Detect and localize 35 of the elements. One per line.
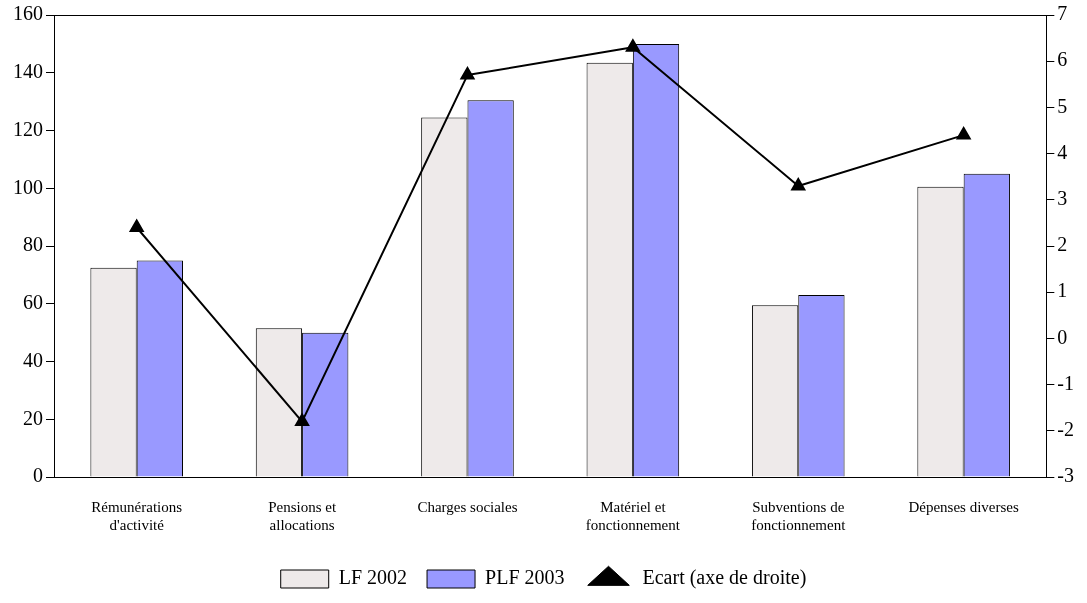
x-tick-label: Matériel et fonctionnement [585,498,681,533]
point [460,67,475,80]
point [129,219,144,233]
legend-label: LF 2002 [338,566,408,589]
y-tick-label: 60 [23,291,43,313]
x-tick-label: Rémunérations d'activité [91,498,183,533]
y-tick-label: 140 [13,60,43,82]
y-tick-label: 40 [23,348,43,371]
y2-tick-label: -3 [1057,464,1075,487]
point [625,39,640,52]
y2-tick-label: 1 [1057,279,1068,302]
y2-tick-label: 4 [1057,140,1068,163]
y2-tick-label: -1 [1057,371,1075,394]
y2-tick-label: -2 [1057,418,1075,441]
x-tick-label: Pensions et allocations [268,498,337,533]
y-tick-label: 160 [13,2,43,25]
y2-tick-label: 0 [1057,325,1068,348]
y2-tick-label: 2 [1057,233,1068,256]
point [791,177,806,191]
y2-tick-label: 7 [1057,2,1068,25]
y-tick-label: 0 [33,464,43,487]
y-tick-label: 20 [23,406,43,429]
y2-tick-label: 6 [1057,48,1068,71]
legend-label: Ecart (axe de droite) [642,566,807,590]
x-tick-label: Charges sociales [417,498,518,515]
x-tick-label: Dépenses diverses [908,498,1019,515]
point [956,127,971,140]
y-tick-label: 100 [13,175,43,198]
legend-label: PLF 2003 [485,566,565,589]
x-tick-label: Subventions de fonctionnement [751,498,847,533]
y2-tick-label: 3 [1057,187,1068,210]
y2-tick-label: 5 [1057,94,1068,117]
y-tick-label: 120 [13,117,43,140]
y-tick-label: 80 [23,233,43,256]
point [295,413,310,427]
